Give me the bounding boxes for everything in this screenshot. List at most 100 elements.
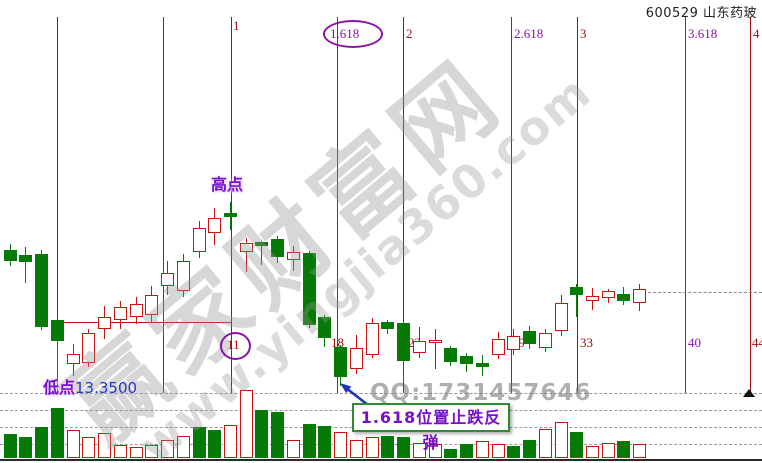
volume-bar bbox=[334, 432, 347, 458]
candle bbox=[350, 348, 363, 369]
fib-timezone-label: 4 bbox=[753, 26, 760, 41]
measure-line bbox=[57, 322, 231, 323]
volume-bar bbox=[98, 433, 111, 458]
volume-bar bbox=[161, 440, 174, 458]
volume-bar bbox=[19, 437, 32, 458]
candle bbox=[555, 303, 568, 331]
volume-bar bbox=[555, 422, 568, 458]
candle-wick bbox=[435, 329, 436, 369]
volume-bar bbox=[539, 429, 552, 458]
candle bbox=[130, 304, 143, 317]
candle bbox=[586, 296, 599, 301]
volume-bar bbox=[397, 437, 410, 458]
candle bbox=[4, 250, 17, 261]
candle bbox=[570, 287, 583, 295]
volume-bar bbox=[35, 427, 48, 458]
fib-timezone-line bbox=[750, 17, 751, 393]
candle bbox=[303, 253, 316, 325]
volume-bar bbox=[145, 445, 158, 458]
candle bbox=[429, 340, 442, 343]
volume-bar bbox=[460, 444, 473, 458]
low-point-label: 低点 bbox=[43, 378, 76, 397]
candle bbox=[334, 347, 347, 377]
volume-bar bbox=[177, 436, 190, 458]
candle bbox=[413, 341, 426, 353]
candle bbox=[507, 336, 520, 350]
volume-bar bbox=[492, 444, 505, 458]
candle bbox=[633, 289, 646, 303]
stock-title: 600529 山东药玻 bbox=[645, 6, 757, 21]
last-price-dashed-line bbox=[648, 292, 762, 293]
candle-wick bbox=[576, 284, 577, 317]
candle bbox=[224, 213, 237, 217]
volume-bar bbox=[366, 437, 379, 458]
volume-bar bbox=[255, 410, 268, 458]
candle bbox=[114, 307, 127, 320]
fib-timezone-line bbox=[403, 17, 404, 393]
fib-day-count-label: 33 bbox=[580, 335, 593, 350]
volume-bar bbox=[82, 437, 95, 458]
fib-timezone-label: 2.618 bbox=[514, 26, 544, 41]
fib-timezone-line bbox=[577, 17, 578, 393]
volume-bar bbox=[287, 440, 300, 458]
fib-timezone-label: 3 bbox=[580, 26, 587, 41]
triangle-marker-icon bbox=[743, 389, 755, 397]
fib-timezone-line bbox=[685, 17, 686, 393]
candle bbox=[98, 317, 111, 329]
candle bbox=[602, 291, 615, 298]
volume-bar bbox=[318, 426, 331, 458]
volume-bar bbox=[350, 440, 363, 458]
volume-bar bbox=[51, 408, 64, 458]
candle bbox=[492, 339, 505, 355]
candle bbox=[397, 323, 410, 361]
candle bbox=[82, 333, 95, 363]
volume-bar bbox=[617, 441, 630, 458]
candle bbox=[161, 273, 174, 286]
fib-timezone-label: 3.618 bbox=[688, 26, 718, 41]
ellipse-annotation[interactable] bbox=[220, 332, 251, 360]
volume-bar bbox=[429, 444, 442, 458]
volume-bar bbox=[476, 441, 489, 458]
candle bbox=[460, 356, 473, 364]
fib-timezone-label: 2 bbox=[406, 26, 413, 41]
candle bbox=[145, 295, 158, 315]
fib-day-count-label: 40 bbox=[688, 335, 701, 350]
low-point-value: 13.3500 bbox=[75, 379, 138, 397]
volume-bar bbox=[413, 443, 426, 458]
candle-wick bbox=[25, 247, 26, 283]
candle bbox=[523, 331, 536, 344]
candle-wick bbox=[261, 241, 262, 265]
volume-gridline bbox=[0, 393, 762, 394]
fib-timezone-label: 1 bbox=[233, 18, 240, 33]
volume-bar bbox=[271, 412, 284, 458]
ellipse-annotation[interactable] bbox=[323, 20, 383, 48]
candle bbox=[67, 354, 80, 364]
volume-bar bbox=[193, 427, 206, 458]
high-point-label: 高点 bbox=[211, 175, 244, 194]
candle bbox=[287, 252, 300, 260]
fib-timezone-line bbox=[163, 17, 164, 393]
candle-wick bbox=[246, 238, 247, 272]
candle bbox=[444, 348, 457, 362]
candle bbox=[271, 239, 284, 257]
volume-bar bbox=[4, 434, 17, 458]
chart-baseline bbox=[0, 459, 762, 461]
volume-bar bbox=[570, 432, 583, 458]
volume-bar bbox=[507, 446, 520, 458]
annotation-box[interactable]: 1.618位置止跌反弹 bbox=[352, 403, 510, 452]
candle bbox=[381, 322, 394, 329]
candle bbox=[51, 320, 64, 341]
volume-bar bbox=[381, 436, 394, 458]
volume-bar bbox=[114, 445, 127, 458]
fib-timezone-line bbox=[57, 17, 58, 393]
volume-bar bbox=[523, 440, 536, 458]
volume-bar bbox=[303, 424, 316, 458]
volume-bar bbox=[224, 425, 237, 458]
candle-wick bbox=[57, 316, 58, 380]
candle bbox=[366, 323, 379, 355]
fib-timezone-line bbox=[511, 17, 512, 393]
volume-bar bbox=[67, 430, 80, 458]
candle bbox=[35, 254, 48, 327]
fib-timezone-line bbox=[231, 17, 232, 393]
